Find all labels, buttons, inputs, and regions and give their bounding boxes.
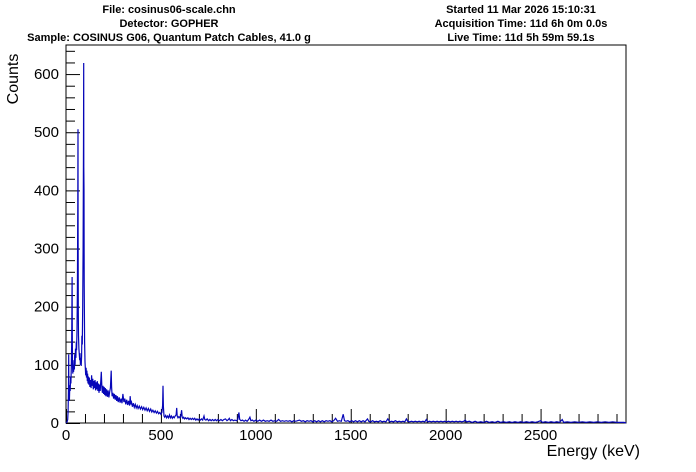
- y-axis-tick-label: 600: [34, 66, 59, 83]
- x-axis: 0 500 1000 1500 2000 2500: [62, 409, 618, 444]
- y-axis-tick-label: 200: [34, 299, 59, 316]
- detector-line: Detector: GOPHER: [119, 18, 219, 30]
- spectrum-line: [65, 62, 627, 424]
- y-axis-tick-label: 0: [51, 415, 59, 432]
- x-axis-tick-label: 2000: [429, 427, 462, 444]
- x-axis-tick-label: 500: [148, 427, 173, 444]
- x-axis-tick-label: 1000: [239, 427, 272, 444]
- live-time-line: Live Time: 11d 5h 59m 59.1s: [447, 32, 595, 44]
- y-axis-tick-label: 400: [34, 182, 59, 199]
- file-name-line: File: cosinus06-scale.chn: [102, 4, 236, 16]
- plot-frame: [65, 44, 627, 424]
- y-axis: 0 100 200 300 400 500 600: [34, 50, 80, 432]
- y-axis-tick-label: 500: [34, 124, 59, 141]
- acquisition-time-line: Acquisition Time: 11d 6h 0m 0.0s: [434, 18, 608, 30]
- x-axis-title: Energy (keV): [546, 443, 640, 460]
- file-info-header: File: cosinus06-scale.chn Detector: GOPH…: [18, 3, 320, 45]
- sample-line: Sample: COSINUS G06, Quantum Patch Cable…: [27, 32, 311, 44]
- y-axis-tick-label: 100: [34, 357, 59, 374]
- x-axis-tick-label: 2500: [524, 427, 557, 444]
- started-line: Started 11 Mar 2026 15:10:31: [446, 4, 596, 16]
- x-axis-tick-label: 0: [62, 427, 70, 444]
- acquisition-info-header: Started 11 Mar 2026 15:10:31 Acquisition…: [398, 3, 644, 45]
- y-axis-tick-label: 300: [34, 241, 59, 258]
- x-axis-tick-label: 1500: [334, 427, 367, 444]
